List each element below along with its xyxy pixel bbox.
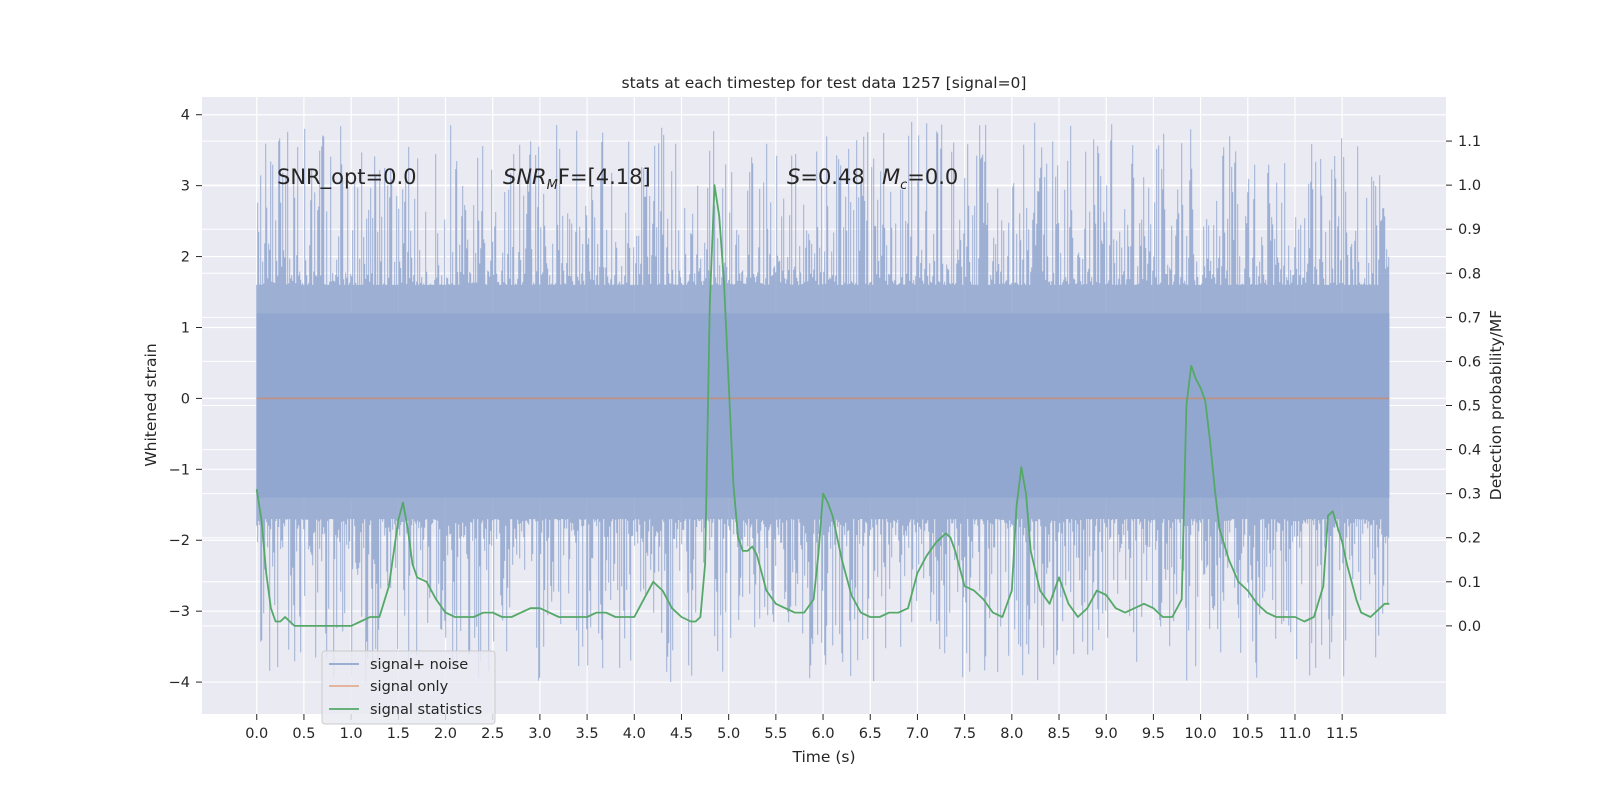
right-y-tick-label: 0.5 <box>1458 399 1481 415</box>
mc-value: =0.0 <box>907 165 958 189</box>
right-y-tick-label: 0.1 <box>1458 575 1481 591</box>
x-tick-label: 8.0 <box>1000 726 1023 742</box>
y-axis-ticks: 4 3 2 1 0 −1 −2 −3 −4 <box>169 108 202 691</box>
x-tick-label: 2.0 <box>434 726 457 742</box>
x-tick-label: 4.0 <box>623 726 646 742</box>
x-axis-ticks: 0.0 0.5 1.0 1.5 2.0 2.5 3.0 3.5 4.0 4.5 5.0 5.5 6.0 6… <box>245 714 1358 742</box>
x-tick-label: 6.5 <box>859 726 882 742</box>
legend-label-signal-only: signal only <box>370 679 449 695</box>
legend-box <box>321 650 496 725</box>
s-value: =0.48 <box>800 165 864 189</box>
x-tick-label: 9.0 <box>1095 726 1118 742</box>
x-tick-label: 7.0 <box>906 726 929 742</box>
y-tick-label: 3 <box>181 179 190 195</box>
y-tick-label: −1 <box>169 462 190 478</box>
y-tick-label: −2 <box>169 533 190 549</box>
snr-mf-subscript: M <box>547 178 558 193</box>
x-tick-label: 1.0 <box>340 726 363 742</box>
x-tick-label: 3.0 <box>528 726 551 742</box>
x-tick-label: 6.0 <box>812 726 835 742</box>
s-annotation: S=0.48 <box>787 165 865 189</box>
x-tick-label: 8.5 <box>1047 726 1070 742</box>
noise-spikes <box>256 121 1390 682</box>
right-y-tick-label: 0.9 <box>1458 222 1481 238</box>
x-tick-label: 0.5 <box>292 726 315 742</box>
right-y-tick-label: 0.3 <box>1458 487 1481 503</box>
x-tick-label: 2.5 <box>481 726 504 742</box>
s-label: S <box>787 165 800 189</box>
snr-mf-annotation: SNRMF=[4.18] <box>503 165 651 193</box>
x-axis-label: Time (s) <box>791 748 855 766</box>
right-y-tick-label: 0.6 <box>1458 354 1481 370</box>
y-tick-label: 0 <box>181 391 190 407</box>
snr-opt-annotation: SNR_opt=0.0 <box>277 165 417 190</box>
x-tick-label: 3.5 <box>576 726 599 742</box>
y-tick-label: 4 <box>181 108 190 124</box>
y-axis-label: Whitened strain <box>142 343 160 466</box>
right-y-tick-label: 0.0 <box>1458 619 1481 635</box>
x-tick-label: 5.5 <box>764 726 787 742</box>
right-y-axis-label: Detection probability/MF <box>1487 310 1505 501</box>
y-tick-label: 2 <box>181 250 190 266</box>
x-tick-label: 11.0 <box>1279 726 1311 742</box>
signal-statistics-line <box>255 184 1390 627</box>
y-tick-label: 1 <box>181 320 190 336</box>
signal-statistics-series <box>255 184 1390 627</box>
y-tick-label: −3 <box>169 604 190 620</box>
chart-title: stats at each timestep for test data 125… <box>622 74 1027 92</box>
mc-annotation: Mc=0.0 <box>882 165 958 193</box>
y-tick-label: −4 <box>169 675 190 691</box>
mc-label: M <box>882 165 900 189</box>
mc-subscript: c <box>900 178 907 193</box>
signal-noise-series <box>256 121 1390 682</box>
right-y-tick-label: 1.1 <box>1458 134 1481 150</box>
x-tick-label: 4.5 <box>670 726 693 742</box>
legend-label-statistics: signal statistics <box>370 702 482 718</box>
right-y-tick-label: 0.7 <box>1458 310 1481 326</box>
x-tick-label: 5.0 <box>717 726 740 742</box>
right-y-axis-ticks: 1.1 1.0 0.9 0.8 0.7 0.6 0.5 0.4 0.3 0.2 0.1 0.0 <box>1446 134 1481 635</box>
x-tick-label: 7.5 <box>953 726 976 742</box>
snr-mf-value: F=[4.18] <box>558 165 651 189</box>
right-y-tick-label: 0.2 <box>1458 531 1481 547</box>
legend: signal+ noise signal only signal statist… <box>321 650 496 725</box>
legend-label-noise: signal+ noise <box>370 657 468 673</box>
right-y-tick-label: 0.4 <box>1458 443 1481 459</box>
x-tick-label: 10.5 <box>1232 726 1264 742</box>
x-tick-label: 11.5 <box>1326 726 1358 742</box>
x-tick-label: 9.5 <box>1142 726 1165 742</box>
right-y-tick-label: 0.8 <box>1458 266 1481 282</box>
right-y-tick-label: 1.0 <box>1458 178 1481 194</box>
x-tick-label: 0.0 <box>245 726 268 742</box>
snr-mf-base: SNR <box>503 165 547 189</box>
x-tick-label: 1.5 <box>387 726 410 742</box>
x-tick-label: 10.0 <box>1184 726 1216 742</box>
